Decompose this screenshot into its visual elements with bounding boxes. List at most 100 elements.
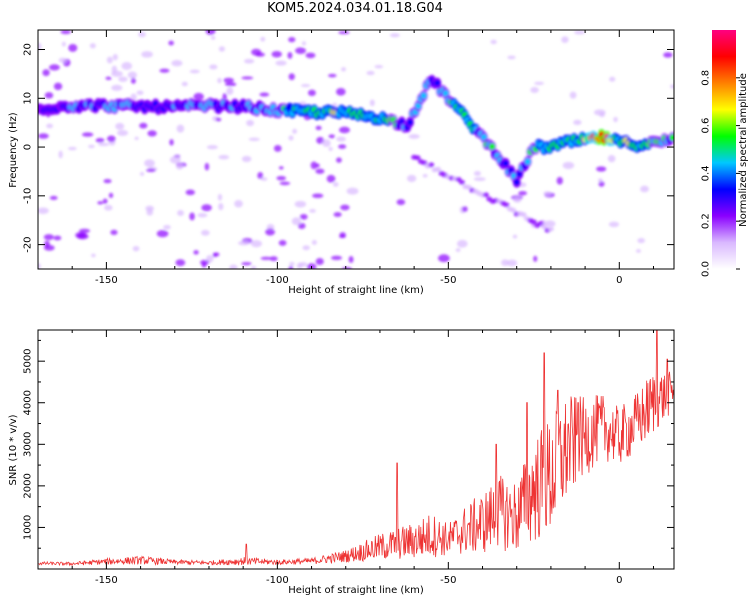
spectrogram-noise-blob — [490, 39, 497, 45]
spectrogram-noise-blob — [341, 67, 346, 72]
spectrogram-noise-blob — [312, 193, 324, 199]
spectrogram-noise-blob — [218, 46, 225, 52]
spectrogram-noise-blob — [336, 88, 346, 96]
colorbar-tick-label: 0.4 — [701, 165, 712, 181]
spectrogram-noise-blob — [389, 33, 400, 38]
colorbar-tick-label: 0.0 — [701, 261, 712, 277]
spectrogram-noise-blob — [46, 123, 54, 129]
spectrogram-y-tick-label: 20 — [23, 43, 34, 56]
spectrogram-ridge-core — [669, 134, 674, 141]
spectrogram-x-tick-label: -100 — [266, 275, 289, 286]
spectrogram-noise-blob — [271, 50, 282, 58]
spectrogram-ridge-core — [420, 92, 427, 99]
spectrogram-noise-blob — [556, 176, 563, 185]
spectrogram-noise-blob — [275, 60, 287, 66]
snr-y-tick-label: 2000 — [23, 473, 34, 498]
spectrogram-noise-blob — [338, 144, 347, 149]
spectrogram-noise-blob — [322, 139, 331, 148]
spectrogram-noise-blob — [118, 76, 128, 82]
spectrogram-noise-blob — [462, 206, 468, 212]
spectrogram-secondary-branch — [510, 207, 517, 213]
spectrogram-noise-blob — [38, 207, 49, 214]
spectrogram-noise-blob — [598, 180, 605, 187]
spectrogram-noise-blob — [422, 173, 428, 178]
spectrogram-noise-blob — [205, 30, 216, 35]
spectrogram-noise-blob — [127, 71, 138, 79]
spectrogram-noise-blob — [561, 36, 569, 43]
spectrogram-noise-blob — [241, 76, 254, 80]
page-title: KOM5.2024.034.01.18.G04 — [267, 1, 443, 16]
spectrogram-noise-blob — [332, 181, 339, 187]
spectrogram-noise-blob — [217, 77, 222, 84]
spectrogram-noise-blob — [130, 93, 137, 102]
spectrogram-noise-blob — [213, 252, 220, 257]
spectrogram-noise-blob — [316, 136, 325, 144]
spectrogram-ridge-layer — [38, 74, 674, 233]
spectrogram-noise-blob — [340, 204, 350, 211]
spectrogram-noise-blob — [159, 68, 170, 73]
spectrogram-noise-blob — [103, 179, 112, 184]
spectrogram-noise-blob — [91, 253, 96, 258]
spectrogram-noise-blob — [328, 73, 337, 78]
spectrogram-noise-blob — [291, 217, 301, 226]
spectrogram-noise-blob — [299, 262, 308, 267]
spectrogram-noise-blob — [53, 82, 63, 91]
spectrogram-noise-blob — [288, 37, 296, 43]
spectrogram-noise-blob — [97, 142, 110, 147]
spectrogram-noise-blob — [61, 41, 66, 47]
spectrogram-noise-blob — [104, 204, 113, 211]
spectrogram-noise-blob — [530, 86, 539, 93]
spectrogram-noise-blob — [473, 170, 481, 176]
spectrogram-noise-blob — [307, 89, 316, 97]
spectrogram-noise-blob — [300, 83, 311, 88]
spectrogram-noise-blob — [139, 122, 148, 129]
spectrogram-noise-blob — [75, 231, 87, 239]
spectrogram-noise-blob — [176, 124, 185, 133]
snr-x-tick-label: 0 — [616, 575, 622, 586]
spectrogram-noise-blob — [292, 128, 298, 134]
spectrogram-secondary-branch — [459, 179, 465, 185]
spectrogram-noise-blob — [663, 52, 673, 58]
spectrogram-noise-blob — [146, 208, 154, 216]
spectrogram-noise-blob — [78, 228, 91, 233]
spectrogram-noise-blob — [181, 81, 188, 87]
spectrogram-noise-blob — [635, 249, 642, 253]
spectrogram-noise-blob — [58, 57, 67, 63]
spectrogram-noise-blob — [328, 134, 336, 139]
spectrogram-noise-blob — [106, 135, 116, 143]
spectrogram-noise-blob — [111, 70, 123, 77]
spectrogram-noise-blob — [543, 191, 552, 196]
spectrogram-noise-blob — [315, 163, 320, 168]
spectrogram-noise-blob — [200, 229, 210, 236]
spectrogram-noise-blob — [260, 177, 268, 181]
spectrogram-noise-blob — [193, 250, 199, 255]
spectrogram-noise-blob — [607, 155, 616, 163]
spectrogram-noise-blob — [177, 209, 184, 217]
spectrogram-noise-blob — [110, 229, 118, 235]
spectrogram-noise-blob — [210, 35, 216, 40]
snr-y-tick-label: 4000 — [23, 390, 34, 415]
spectrogram-secondary-branch — [435, 166, 442, 172]
spectrogram-noise-blob — [534, 81, 544, 85]
spectrogram-noise-blob — [670, 84, 674, 89]
spectrogram-noise-blob — [147, 130, 157, 137]
spectrogram-noise-blob — [544, 220, 556, 228]
colorbar: 0.0 0.2 0.4 0.6 0.8 Normalized spectral ampl… — [701, 30, 749, 277]
spectrogram-noise-blob — [637, 237, 646, 244]
spectrogram-x-tick-label: 0 — [616, 275, 622, 286]
spectrogram-noise-blob — [43, 234, 54, 241]
spectrogram-secondary-branch — [414, 155, 421, 161]
spectrogram-noise-blob — [163, 225, 171, 230]
spectrogram-noise-blob — [223, 77, 234, 83]
spectrogram-y-tick-label: -10 — [23, 188, 34, 204]
spectrogram-noise-blob — [175, 259, 186, 267]
spectrogram-noise-blob — [273, 145, 282, 152]
spectrogram-noise-blob — [169, 156, 181, 164]
spectrogram-noise-blob — [613, 116, 618, 123]
spectrogram-noise-blob — [336, 136, 346, 142]
colorbar-label: Normalized spectral amplitude — [738, 73, 749, 227]
spectrogram-noise-blob — [224, 82, 237, 87]
spectrogram-noise-blob — [132, 245, 140, 252]
spectrogram-ridge-core — [407, 119, 414, 126]
